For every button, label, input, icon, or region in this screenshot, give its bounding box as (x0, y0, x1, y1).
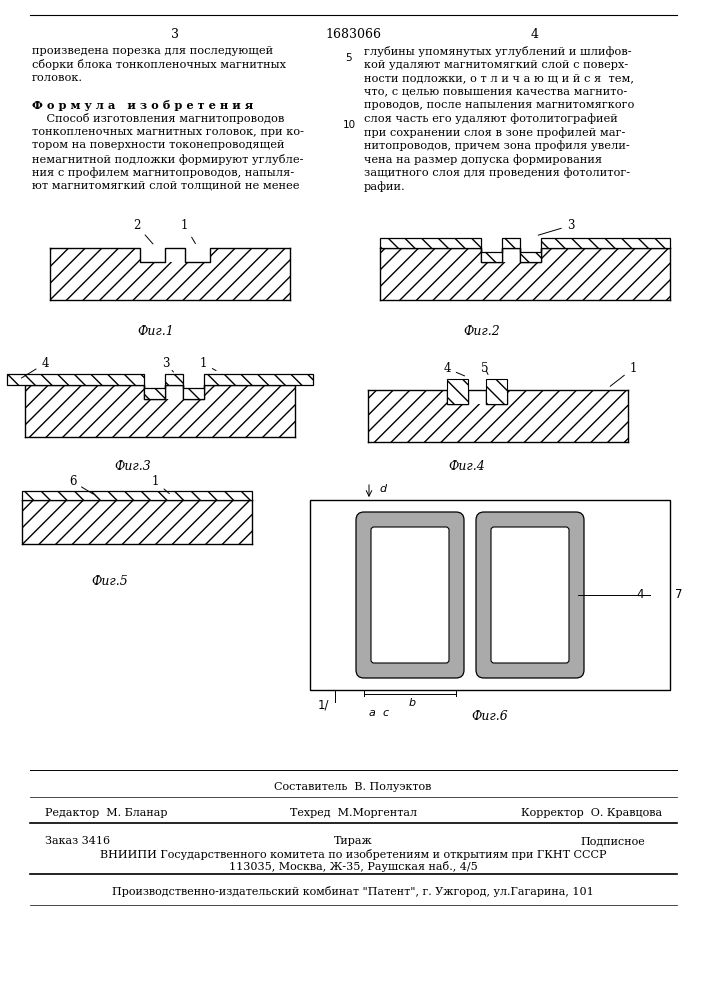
Text: Составитель  В. Полуэктов: Составитель В. Полуэктов (274, 782, 432, 792)
Bar (165, 262, 185, 300)
Bar (448, 379, 468, 404)
Text: сборки блока тонкопленочных магнитных: сборки блока тонкопленочных магнитных (32, 60, 286, 70)
Text: Фиг.5: Фиг.5 (91, 575, 128, 588)
Text: защитного слоя для проведения фотолитог-: защитного слоя для проведения фотолитог- (364, 167, 630, 178)
Text: ности подложки, о т л и ч а ю щ и й с я  тем,: ности подложки, о т л и ч а ю щ и й с я … (364, 73, 634, 83)
Text: Техред  М.Моргентал: Техред М.Моргентал (289, 808, 416, 818)
Text: чена на размер допуска формирования: чена на размер допуска формирования (364, 154, 602, 165)
Text: 1: 1 (610, 362, 637, 386)
Text: 3: 3 (162, 357, 173, 372)
Text: 5: 5 (481, 362, 489, 375)
Text: 3: 3 (538, 219, 574, 235)
Text: тором на поверхности токонепроводящей: тором на поверхности токонепроводящей (32, 140, 284, 150)
Text: Производственно-издательский комбинат "Патент", г. Ужгород, ул.Гагарина, 101: Производственно-издательский комбинат "П… (112, 886, 594, 897)
Text: 4: 4 (21, 357, 49, 378)
Text: Заказ 3416: Заказ 3416 (45, 836, 110, 846)
Text: Корректор  О. Кравцова: Корректор О. Кравцова (521, 808, 662, 818)
Text: нитопроводов, причем зона профиля увели-: нитопроводов, причем зона профиля увели- (364, 140, 630, 151)
Bar (165, 399, 182, 437)
FancyBboxPatch shape (371, 527, 449, 663)
Text: 4: 4 (636, 588, 644, 601)
Text: 1: 1 (152, 475, 170, 494)
Polygon shape (7, 374, 313, 399)
Bar (481, 262, 501, 300)
Bar (540, 248, 670, 300)
Text: что, с целью повышения качества магнито-: что, с целью повышения качества магнито- (364, 87, 627, 97)
Text: 5: 5 (346, 53, 352, 63)
Text: d: d (379, 484, 386, 494)
Text: Фиг.3: Фиг.3 (115, 460, 151, 473)
Text: Фиг.4: Фиг.4 (448, 460, 485, 473)
Text: 4: 4 (531, 28, 539, 41)
Text: c: c (383, 708, 389, 718)
Text: 1: 1 (181, 219, 195, 244)
Text: 10: 10 (342, 120, 356, 130)
Text: 1683066: 1683066 (325, 28, 381, 41)
Text: Способ изготовления магнитопроводов: Способ изготовления магнитопроводов (32, 113, 284, 124)
Bar (210, 248, 290, 300)
Text: при сохранении слоя в зоне профилей маг-: при сохранении слоя в зоне профилей маг- (364, 127, 626, 138)
Bar (486, 404, 507, 442)
Text: Редактор  М. Бланар: Редактор М. Бланар (45, 808, 168, 818)
Bar (468, 404, 486, 442)
Text: 6: 6 (69, 475, 93, 494)
Bar (520, 262, 540, 300)
Bar (144, 399, 165, 437)
Text: кой удаляют магнитомягкий слой с поверх-: кой удаляют магнитомягкий слой с поверх- (364, 60, 629, 70)
Bar (22, 491, 252, 500)
Text: ВНИИПИ Государственного комитета по изобретениям и открытиям при ГКНТ СССР: ВНИИПИ Государственного комитета по изоб… (100, 849, 606, 860)
Bar (50, 248, 140, 300)
Text: 1/: 1/ (318, 698, 329, 711)
Text: ют магнитомягкий слой толщиной не менее: ют магнитомягкий слой толщиной не менее (32, 181, 300, 191)
Text: головок.: головок. (32, 73, 83, 83)
Bar (368, 390, 448, 442)
Text: 2: 2 (133, 219, 153, 244)
FancyBboxPatch shape (491, 527, 569, 663)
Text: 7: 7 (675, 588, 682, 601)
Bar (185, 262, 210, 300)
Text: 113035, Москва, Ж-35, Раушская наб., 4/5: 113035, Москва, Ж-35, Раушская наб., 4/5 (228, 861, 477, 872)
Bar (501, 262, 520, 300)
Bar (22, 500, 252, 544)
Bar (448, 404, 468, 442)
Text: 3: 3 (171, 28, 179, 41)
Text: Подписное: Подписное (580, 836, 645, 846)
FancyBboxPatch shape (476, 512, 584, 678)
Bar (204, 385, 295, 437)
Bar (182, 399, 204, 437)
Text: Тираж: Тираж (334, 836, 373, 846)
Text: 1: 1 (200, 357, 216, 371)
Text: произведена порезка для последующей: произведена порезка для последующей (32, 46, 273, 56)
Text: b: b (409, 698, 416, 708)
Text: слоя часть его удаляют фотолитографией: слоя часть его удаляют фотолитографией (364, 113, 618, 124)
Text: Ф о р м у л а   и з о б р е т е н и я: Ф о р м у л а и з о б р е т е н и я (32, 100, 253, 111)
Bar (380, 248, 481, 300)
FancyBboxPatch shape (356, 512, 464, 678)
Bar (25, 385, 144, 437)
Text: тонкопленочных магнитных головок, при ко-: тонкопленочных магнитных головок, при ко… (32, 127, 304, 137)
Text: a: a (368, 708, 375, 718)
Bar (507, 390, 628, 442)
Text: ния с профилем магнитопроводов, напыля-: ния с профилем магнитопроводов, напыля- (32, 167, 294, 178)
Text: немагнитной подложки формируют углубле-: немагнитной подложки формируют углубле- (32, 154, 303, 165)
Text: Фиг.2: Фиг.2 (463, 325, 500, 338)
Bar (310, 500, 670, 690)
Text: Фиг.1: Фиг.1 (137, 325, 174, 338)
Text: глубины упомянутых углублений и шлифов-: глубины упомянутых углублений и шлифов- (364, 46, 631, 57)
Text: 4: 4 (443, 362, 464, 376)
Bar (486, 379, 507, 404)
Text: проводов, после напыления магнитомягкого: проводов, после напыления магнитомягкого (364, 100, 634, 110)
Polygon shape (380, 238, 670, 262)
Text: Фиг.6: Фиг.6 (472, 710, 508, 723)
Text: рафии.: рафии. (364, 181, 406, 192)
Bar (140, 262, 165, 300)
